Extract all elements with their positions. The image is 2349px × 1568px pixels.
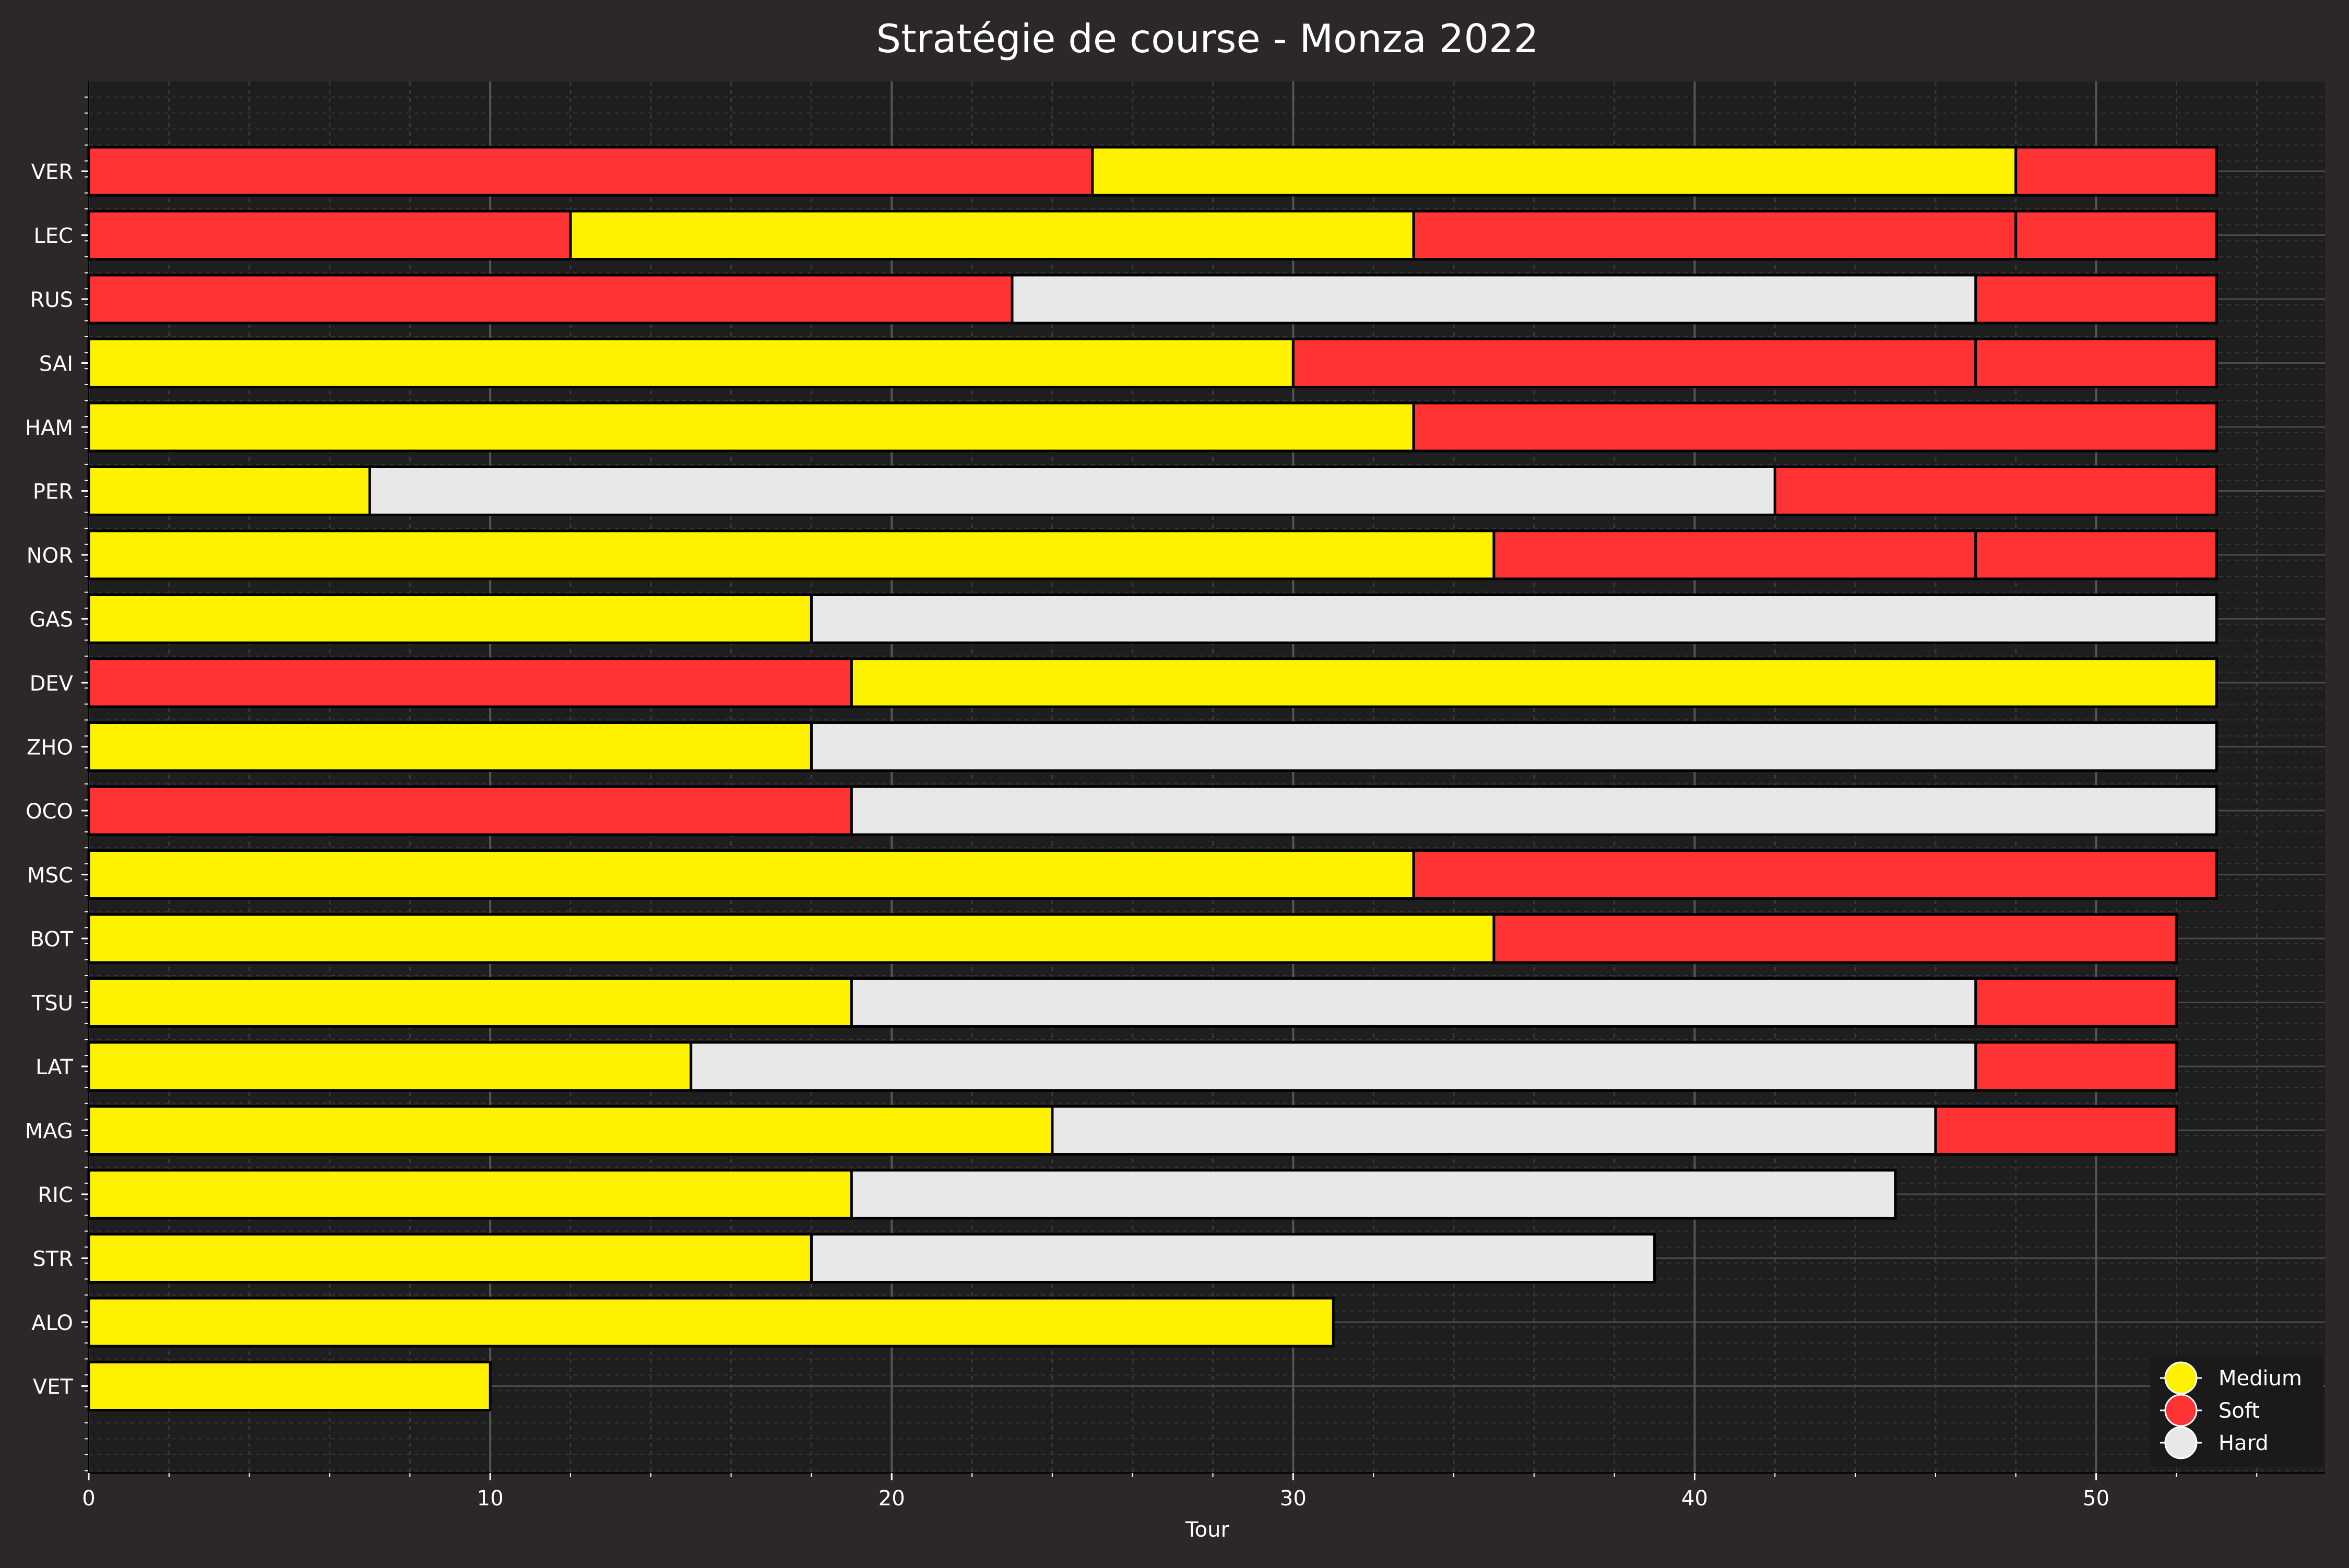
stint-bar-lec	[569, 210, 1415, 260]
stint-bar-per	[87, 466, 371, 516]
y-tick-label: MSC	[27, 864, 73, 888]
y-tick-label: ALO	[31, 1311, 73, 1335]
x-tick-label: 30	[1280, 1487, 1307, 1511]
stint-bar-vet	[87, 1361, 492, 1411]
stint-bar-nor	[1492, 529, 1977, 580]
stint-bar-ver	[87, 146, 1094, 197]
stint-bar-per	[368, 466, 1776, 516]
legend-marker-soft	[2164, 1394, 2198, 1427]
y-tick-label: OCO	[26, 800, 73, 824]
stint-bar-nor	[87, 529, 1496, 580]
x-axis-label: Tour	[1185, 1518, 1229, 1542]
stint-bar-sai	[1291, 338, 1977, 388]
y-tick-label: MAG	[25, 1120, 73, 1144]
stint-bar-bot	[1492, 913, 2178, 964]
x-tick-label: 0	[82, 1487, 95, 1511]
stint-bar-tsu	[850, 977, 1977, 1028]
y-tick-label: DEV	[30, 672, 74, 696]
legend-label-hard: Hard	[2218, 1431, 2269, 1455]
stint-bar-rus	[1011, 274, 1977, 325]
legend-label-soft: Soft	[2218, 1399, 2260, 1423]
y-tick-label: LEC	[34, 224, 74, 248]
legend-marker-hard	[2164, 1426, 2198, 1459]
stint-bar-lec	[87, 210, 572, 260]
stint-bar-mag	[1051, 1105, 1937, 1156]
y-tick-label: HAM	[25, 416, 73, 440]
y-tick-label: GAS	[29, 608, 73, 632]
stint-bar-gas	[810, 593, 2218, 644]
y-tick-label: RUS	[30, 288, 73, 312]
stint-bar-str	[87, 1233, 813, 1284]
stint-bar-nor	[1974, 529, 2218, 580]
y-tick-label: VET	[33, 1375, 74, 1399]
stint-bar-tsu	[87, 977, 853, 1028]
y-tick-label: RIC	[38, 1183, 73, 1207]
y-tick-label: STR	[32, 1248, 73, 1272]
y-tick-label: TSU	[31, 992, 73, 1016]
stint-bar-tsu	[1974, 977, 2178, 1028]
stint-bar-sai	[87, 338, 1295, 388]
stint-bar-dev	[850, 657, 2218, 708]
stint-bar-per	[1773, 466, 2218, 516]
stint-bar-lat	[690, 1041, 1977, 1092]
legend-marker-medium	[2164, 1361, 2198, 1395]
y-tick-label: VER	[31, 160, 73, 184]
x-tick-label: 50	[2083, 1487, 2109, 1511]
y-tick-label: LAT	[35, 1055, 73, 1079]
stint-bar-zho	[810, 721, 2218, 772]
stint-bar-sai	[1974, 338, 2218, 388]
stint-bar-bot	[87, 913, 1496, 964]
stint-bar-rus	[1974, 274, 2218, 325]
stint-bar-gas	[87, 593, 813, 644]
stint-bar-ver	[2014, 146, 2218, 197]
stint-bar-mag	[1934, 1105, 2178, 1156]
y-tick-label: ZHO	[27, 736, 73, 760]
stint-bar-rus	[87, 274, 1014, 325]
y-tick-label: SAI	[39, 352, 73, 376]
y-tick-label: NOR	[27, 544, 73, 568]
chart-title: Stratégie de course - Monza 2022	[876, 16, 1539, 62]
x-tick-label: 20	[879, 1487, 905, 1511]
stint-bar-msc	[87, 849, 1415, 900]
stint-bar-ver	[1091, 146, 2018, 197]
x-tick-label: 10	[477, 1487, 504, 1511]
stint-bar-lec	[1412, 210, 2018, 260]
stint-bar-alo	[87, 1297, 1335, 1348]
stint-bar-msc	[1412, 849, 2218, 900]
stint-bar-lat	[1974, 1041, 2178, 1092]
stint-bar-lat	[87, 1041, 693, 1092]
stint-bar-dev	[87, 657, 853, 708]
stint-bar-ham	[1412, 401, 2218, 453]
y-tick-label: PER	[33, 480, 73, 504]
stint-bar-oco	[850, 785, 2218, 836]
stint-bar-ric	[850, 1169, 1897, 1220]
plot-area: VER LEC RUS SAI HAM PER NOR GAS DEV ZHO OCO MSC BOT T…	[25, 81, 2325, 1511]
legend-label-medium: Medium	[2218, 1367, 2302, 1391]
y-tick-label: BOT	[30, 928, 73, 952]
stint-bar-ric	[87, 1169, 853, 1220]
x-tick-label: 40	[1681, 1487, 1708, 1511]
stint-bar-mag	[87, 1105, 1054, 1156]
stint-bar-lec	[2014, 210, 2218, 260]
stint-bar-oco	[87, 785, 853, 836]
stint-bar-ham	[87, 401, 1415, 453]
stint-bar-zho	[87, 721, 813, 772]
stint-bar-str	[810, 1233, 1656, 1284]
